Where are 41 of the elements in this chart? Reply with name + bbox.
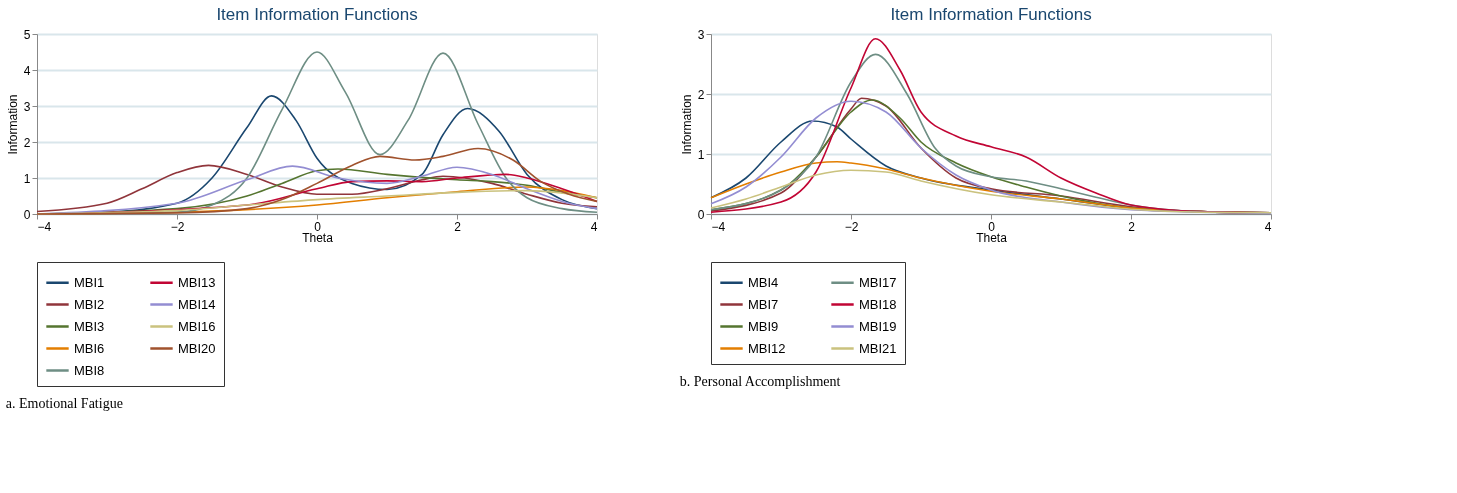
y-axis-title: Information [679,94,694,155]
y-tick-label: 3 [697,27,705,42]
legend-label: MBI3 [74,318,105,334]
chart-title: Item Information Functions [890,5,1092,24]
legend-label: MBI4 [748,274,779,290]
x-tick-label: 2 [1128,219,1136,234]
legend-label: MBI1 [74,274,105,290]
legend-label: MBI19 [859,318,897,334]
y-tick-label: 2 [23,135,31,150]
y-tick-label: 1 [697,147,705,162]
y-tick-label: 3 [23,99,31,114]
legend-label: MBI18 [859,296,897,312]
legend-label: MBI13 [178,274,216,290]
y-tick-label: 5 [23,27,31,42]
x-tick-label: 4 [1264,219,1272,234]
y-tick-label: 0 [697,207,705,222]
chart-title: Item Information Functions [216,5,418,24]
legend-label: MBI9 [748,318,779,334]
x-tick-label: −2 [170,219,185,234]
y-tick-label: 4 [23,63,31,78]
legend-label: MBI20 [178,340,216,356]
text: a. Emotional Fatigue [5,395,123,411]
text: b. Personal Accomplishment [679,373,841,389]
legend-label: MBI14 [178,296,216,312]
y-tick-label: 0 [23,207,31,222]
legend-label: MBI12 [748,340,786,356]
y-tick-label: 2 [697,87,705,102]
legend-label: MBI6 [74,340,105,356]
legend-label: MBI2 [74,296,105,312]
x-tick-label: −2 [844,219,859,234]
legend-label: MBI21 [859,340,897,356]
y-axis-title: Information [5,94,20,155]
legend-label: MBI8 [74,362,105,378]
x-tick-label: −4 [37,219,52,234]
legend-label: MBI16 [178,318,216,334]
legend-label: MBI17 [859,274,897,290]
y-tick-label: 1 [23,171,31,186]
x-tick-label: −4 [711,219,726,234]
legend-label: MBI7 [748,296,779,312]
x-tick-label: 2 [454,219,462,234]
x-tick-label: 4 [590,219,598,234]
